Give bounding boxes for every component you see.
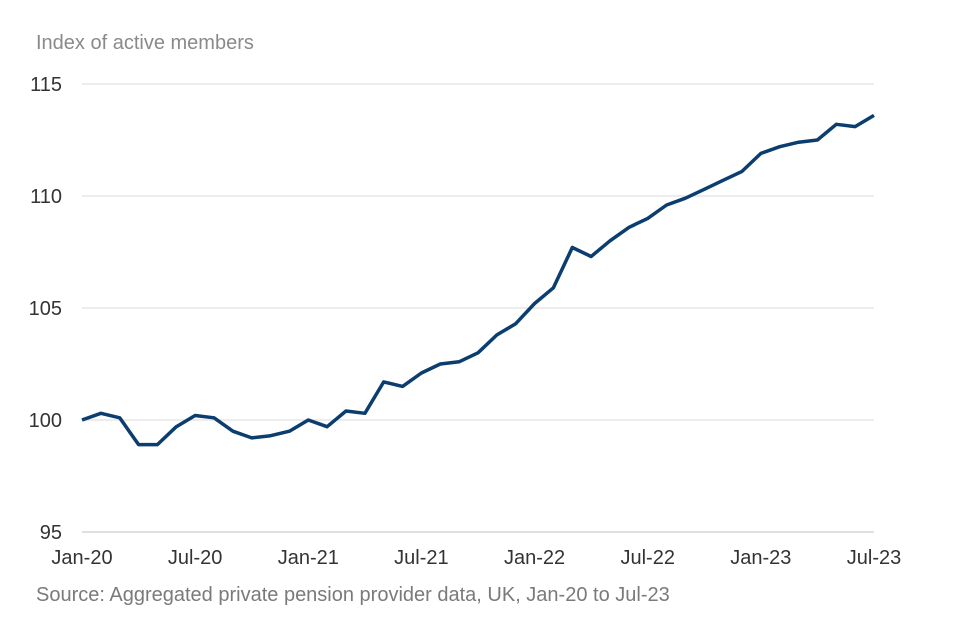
- x-tick-label: Jul-23: [847, 547, 901, 569]
- x-tick-label: Jan-20: [51, 547, 112, 569]
- x-tick-labels: Jan-20 Jul-20 Jan-21 Jul-21 Jan-22 Jul-22 Jan-…: [51, 547, 901, 569]
- series-group: [81, 113, 875, 447]
- source-note: Source: Aggregated private pension provi…: [36, 584, 670, 606]
- y-tick-label: 95: [40, 522, 62, 544]
- x-tick-label: Jan-23: [730, 547, 791, 569]
- y-tick-labels: 95 100 105 110 115: [29, 74, 62, 544]
- gridlines: [82, 83, 874, 533]
- y-tick-label: 115: [30, 74, 62, 96]
- y-tick-label: 110: [30, 186, 62, 208]
- x-tick-label: Jan-21: [278, 547, 339, 569]
- x-tick-label: Jan-22: [504, 547, 565, 569]
- x-tick-label: Jul-22: [620, 547, 674, 569]
- x-tick-label: Jul-21: [394, 547, 448, 569]
- y-tick-label: 105: [29, 298, 62, 320]
- y-tick-label: 100: [29, 410, 62, 432]
- x-tick-label: Jul-20: [168, 547, 222, 569]
- series-line-active-members: [81, 113, 875, 447]
- y-axis-title: Index of active members: [36, 32, 254, 54]
